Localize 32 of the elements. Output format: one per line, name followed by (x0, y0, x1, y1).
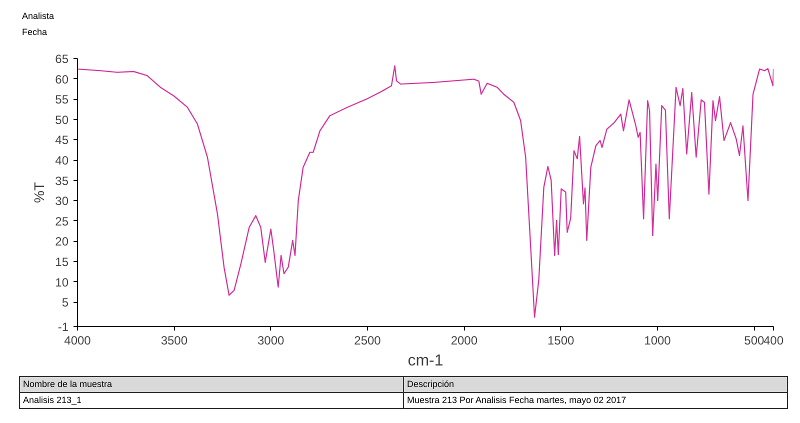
x-tick-label: 1000 (644, 334, 672, 348)
y-tick-label: 60 (55, 72, 69, 86)
y-tick-label: 65 (55, 52, 69, 66)
line-series (78, 65, 774, 318)
x-tick-label: 3000 (257, 334, 285, 348)
y-tick-label: 35 (55, 174, 69, 188)
text: Fecha (22, 26, 48, 39)
y-tick-label: 40 (55, 154, 69, 168)
y-tick-label: 25 (55, 214, 69, 228)
y-tick-label: 45 (55, 133, 69, 148)
x-tick-label: 2000 (450, 334, 478, 348)
text: Analisis 213_1 (20, 392, 404, 408)
y-axis-title: %T (31, 182, 48, 203)
text: Descripción (404, 376, 788, 392)
x-tick-label: 2500 (354, 334, 382, 348)
x-tick-label: 4000 (64, 334, 92, 348)
y-tick-label: 30 (55, 194, 69, 208)
y-tick-label: -1 (58, 320, 69, 334)
x-tick-label: 400 (763, 334, 784, 348)
text: Muestra 213 Por Analisis Fecha martes, mayo 02 2017 (404, 392, 788, 408)
x-tick-label: 500 (744, 334, 765, 348)
y-tick-label: 10 (55, 275, 69, 290)
x-axis-title: cm-1 (408, 352, 444, 370)
y-tick-label: 20 (55, 234, 69, 249)
y-tick-label: 55 (55, 92, 69, 107)
x-tick-label: 3500 (160, 334, 188, 348)
y-tick-label: 15 (55, 255, 69, 270)
y-tick-label: 50 (55, 112, 69, 127)
y-tick-label: 5 (62, 296, 69, 310)
text: Nombre de la muestra (20, 376, 404, 392)
text: Analista (22, 10, 54, 23)
x-tick-label: 1500 (547, 334, 575, 348)
